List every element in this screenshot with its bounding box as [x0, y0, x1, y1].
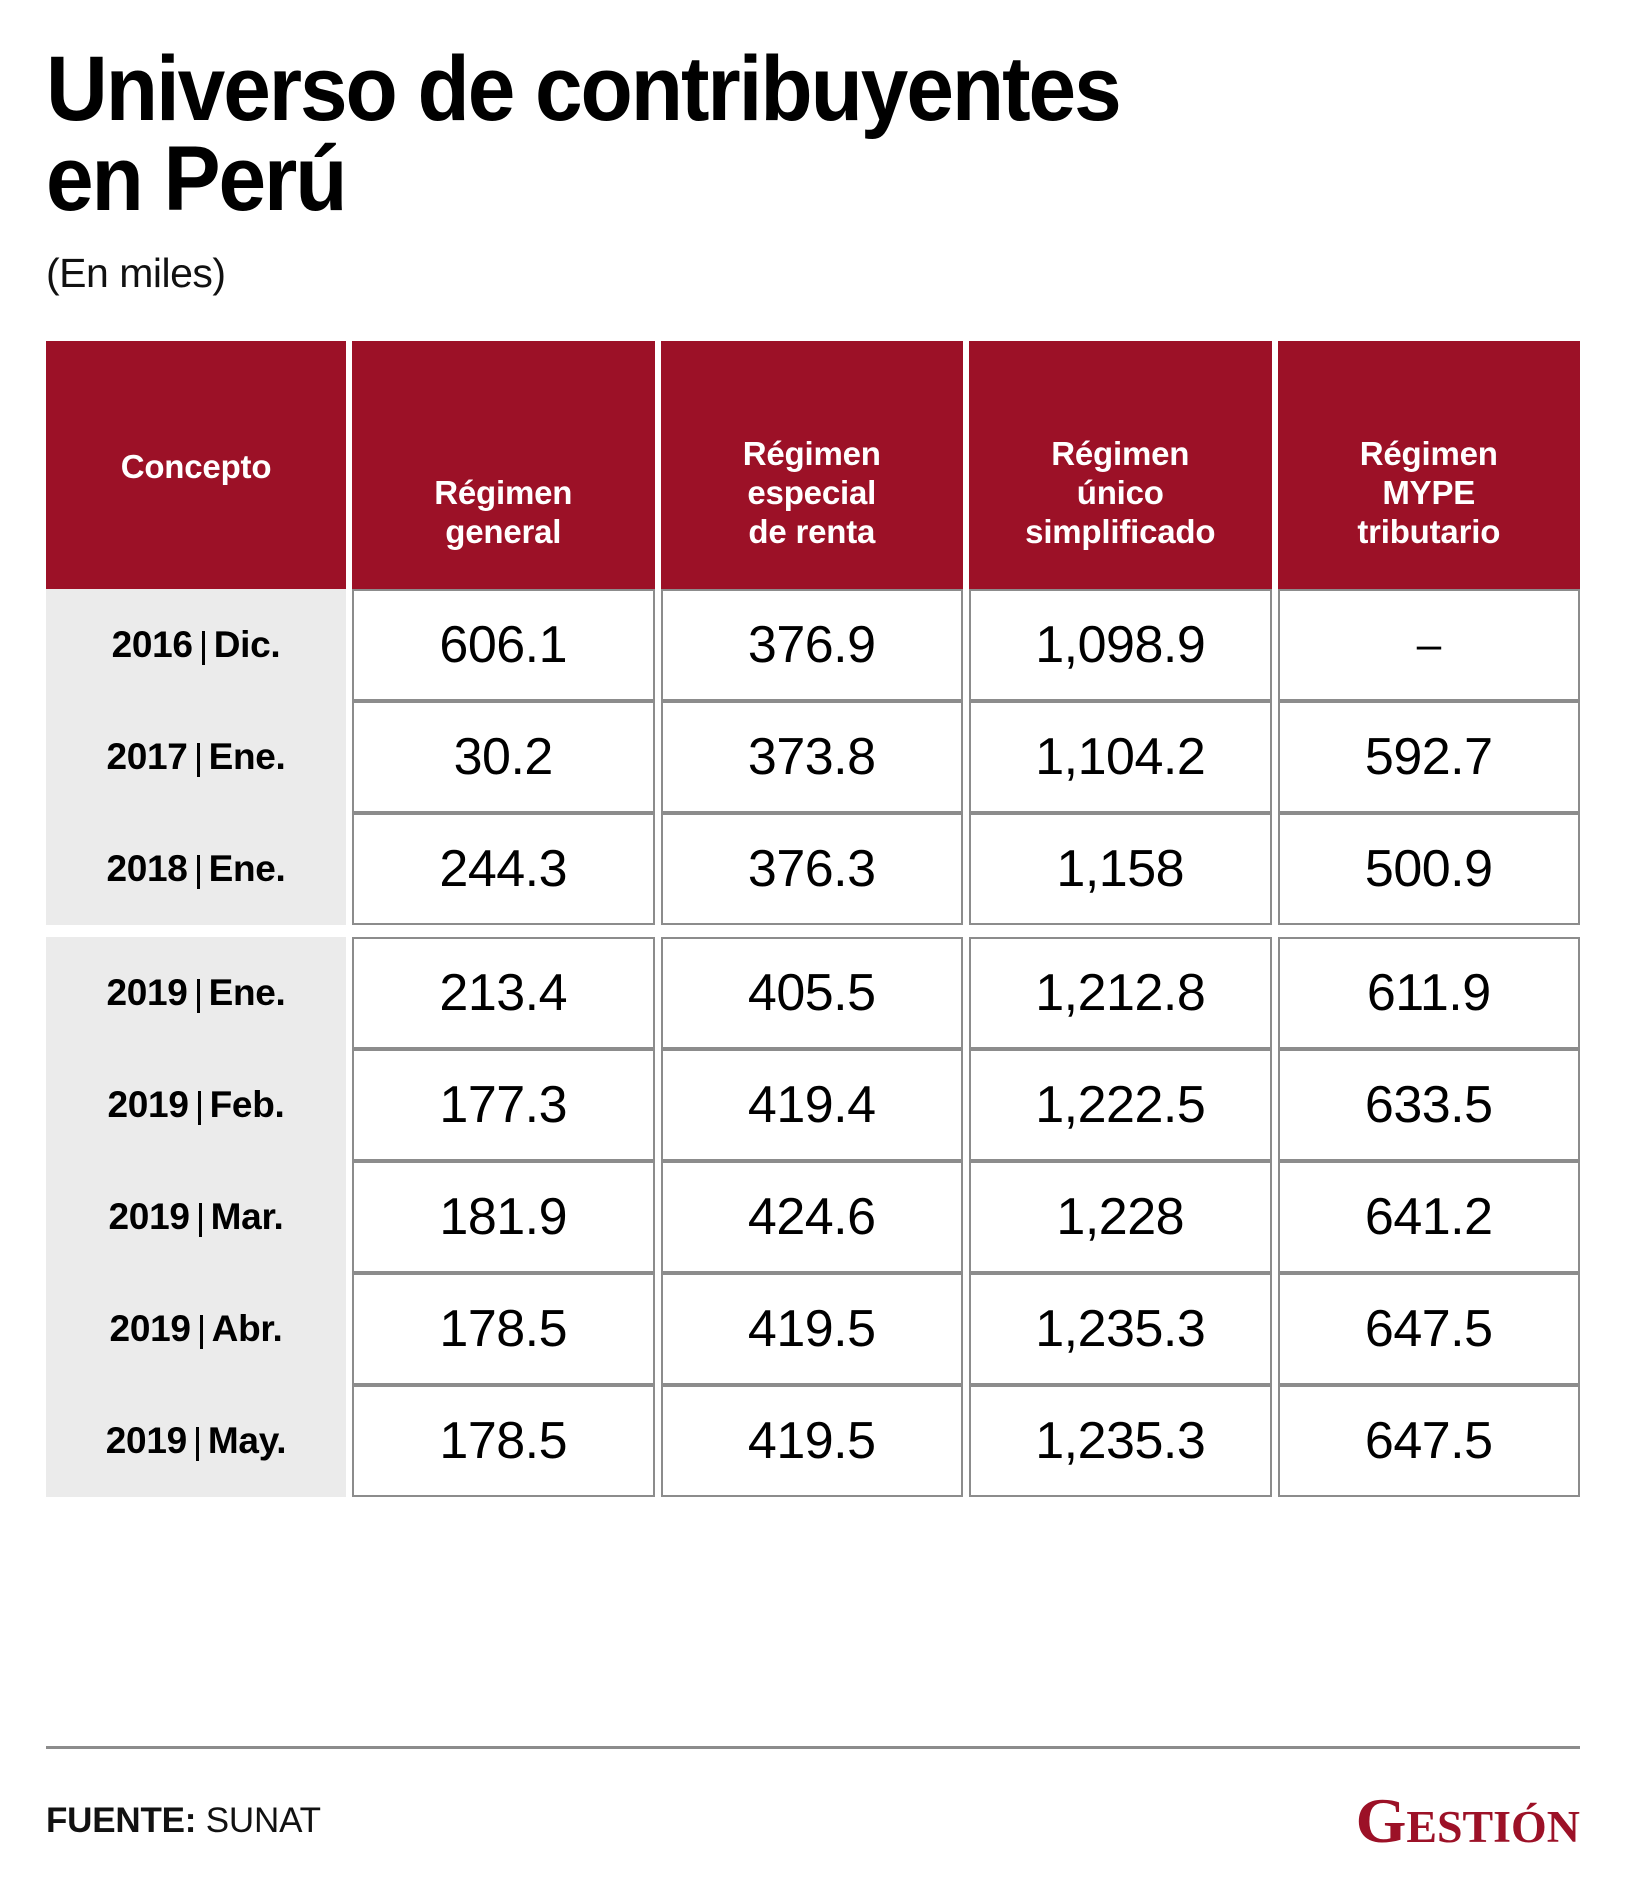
- concept-separator: [196, 743, 200, 778]
- concept-cell: 2018 Ene.: [46, 813, 346, 926]
- concept-cell: 2016 Dic.: [46, 589, 346, 702]
- concept-month: Abr.: [211, 1308, 283, 1350]
- data-cell-regimen-mype-tributario: 500.9: [1277, 813, 1580, 926]
- data-cell-regimen-mype-tributario: 647.5: [1277, 1273, 1580, 1386]
- concept-year: 2019: [106, 972, 188, 1014]
- data-cell-regimen-mype-tributario: 611.9: [1277, 937, 1580, 1050]
- concept-separator: [196, 855, 200, 890]
- data-cell-regimen-especial-de-renta: 405.5: [660, 937, 963, 1050]
- concept-separator: [197, 1091, 201, 1126]
- concept-year: 2019: [108, 1196, 190, 1238]
- data-cell-regimen-unico-simplificado: 1,212.8: [969, 937, 1272, 1050]
- concept-separator: [195, 1427, 199, 1462]
- concept-year: 2016: [111, 624, 193, 666]
- table-row: 2019 Abr. 178.5 419.5 1,235.3 647.5: [46, 1273, 1580, 1386]
- source-note: FUENTE: SUNAT: [46, 1801, 321, 1841]
- data-cell-regimen-unico-simplificado: 1,104.2: [969, 701, 1272, 814]
- data-cell-regimen-unico-simplificado: 1,228: [969, 1161, 1272, 1274]
- data-cell-regimen-mype-tributario: 592.7: [1277, 701, 1580, 814]
- concept-cell: 2019 Feb.: [46, 1049, 346, 1162]
- concept-month: Ene.: [208, 736, 286, 778]
- table-row: 2019 Mar. 181.9 424.6 1,228 641.2: [46, 1161, 1580, 1274]
- table-row: 2016 Dic. 606.1 376.9 1,098.9–: [46, 589, 1580, 702]
- concept-cell: 2019 Abr.: [46, 1273, 346, 1386]
- source-value: SUNAT: [196, 1801, 321, 1840]
- data-cell-regimen-unico-simplificado: 1,222.5: [969, 1049, 1272, 1162]
- concept-month: Mar.: [210, 1196, 284, 1238]
- concept-month: May.: [207, 1420, 287, 1462]
- concept-separator: [198, 1203, 202, 1238]
- table-body: 2016 Dic. 606.1 376.9 1,098.9– 2017 Ene. 30.2 37…: [46, 589, 1580, 1498]
- concept-year: 2019: [105, 1420, 187, 1462]
- data-cell-regimen-mype-tributario: 647.5: [1277, 1385, 1580, 1498]
- concept-separator: [199, 1315, 203, 1350]
- data-cell-regimen-general: 244.3: [352, 813, 655, 926]
- concept-year: 2019: [109, 1308, 191, 1350]
- column-header-concepto: Concepto: [46, 341, 346, 590]
- table-row: 2019 Feb. 177.3 419.4 1,222.5 633.5: [46, 1049, 1580, 1162]
- table-row: 2018 Ene. 244.3 376.3 1,158 500.9: [46, 813, 1580, 926]
- concept-cell: 2019 Ene.: [46, 937, 346, 1050]
- data-cell-regimen-especial-de-renta: 419.4: [660, 1049, 963, 1162]
- data-cell-regimen-especial-de-renta: 419.5: [660, 1273, 963, 1386]
- data-cell-regimen-unico-simplificado: 1,235.3: [969, 1273, 1272, 1386]
- data-cell-regimen-unico-simplificado: 1,235.3: [969, 1385, 1272, 1498]
- table-row: 2019 May. 178.5 419.5 1,235.3 647.5: [46, 1385, 1580, 1498]
- concept-cell: 2019 Mar.: [46, 1161, 346, 1274]
- concept-year: 2017: [106, 736, 188, 778]
- data-cell-regimen-especial-de-renta: 419.5: [660, 1385, 963, 1498]
- column-header-regimen-mype-tributario: Régimen MYPE tributario: [1277, 341, 1580, 590]
- data-cell-regimen-mype-tributario: 641.2: [1277, 1161, 1580, 1274]
- data-cell-regimen-mype-tributario: 633.5: [1277, 1049, 1580, 1162]
- column-header-regimen-especial-de-renta: Régimen especial de renta: [660, 341, 963, 590]
- concept-year: 2019: [107, 1084, 189, 1126]
- concept-month: Dic.: [213, 624, 281, 666]
- page-subtitle: (En miles): [46, 250, 226, 297]
- concept-year: 2018: [106, 848, 188, 890]
- data-cell-regimen-unico-simplificado: 1,098.9: [969, 589, 1272, 702]
- table-header-row: Concepto Régimen general Régimen especial …: [46, 341, 1580, 590]
- data-cell-regimen-especial-de-renta: 376.3: [660, 813, 963, 926]
- concept-separator: [201, 631, 205, 666]
- footer: FUENTE: SUNAT Gestión: [46, 1746, 1580, 1891]
- column-header-regimen-general: Régimen general: [352, 341, 655, 590]
- data-cell-regimen-general: 178.5: [352, 1385, 655, 1498]
- column-header-regimen-unico-simplificado: Régimen único simplificado: [969, 341, 1272, 590]
- data-cell-regimen-general: 181.9: [352, 1161, 655, 1274]
- table-row: 2017 Ene. 30.2 373.8 1,104.2 592.7: [46, 701, 1580, 814]
- concept-month: Ene.: [208, 848, 286, 890]
- table-row: 2019 Ene. 213.4 405.5 1,212.8 611.9: [46, 937, 1580, 1050]
- data-cell-regimen-general: 177.3: [352, 1049, 655, 1162]
- concept-cell: 2019 May.: [46, 1385, 346, 1498]
- concept-month: Feb.: [209, 1084, 285, 1126]
- data-cell-regimen-general: 178.5: [352, 1273, 655, 1386]
- data-cell-regimen-general: 213.4: [352, 937, 655, 1050]
- concept-month: Ene.: [208, 972, 286, 1014]
- data-cell-regimen-unico-simplificado: 1,158: [969, 813, 1272, 926]
- data-cell-regimen-general: 30.2: [352, 701, 655, 814]
- gestion-logo: Gestión: [1355, 1785, 1580, 1856]
- source-label: FUENTE:: [46, 1801, 197, 1840]
- data-cell-regimen-especial-de-renta: 373.8: [660, 701, 963, 814]
- contributors-table: Concepto Régimen general Régimen especial …: [46, 341, 1580, 1498]
- concept-separator: [196, 979, 200, 1014]
- data-cell-regimen-general: 606.1: [352, 589, 655, 702]
- data-cell-regimen-mype-tributario: –: [1277, 589, 1580, 702]
- data-cell-regimen-especial-de-renta: 424.6: [660, 1161, 963, 1274]
- page-title: Universo de contribuyentes en Perú: [46, 38, 1122, 231]
- data-cell-regimen-especial-de-renta: 376.9: [660, 589, 963, 702]
- concept-cell: 2017 Ene.: [46, 701, 346, 814]
